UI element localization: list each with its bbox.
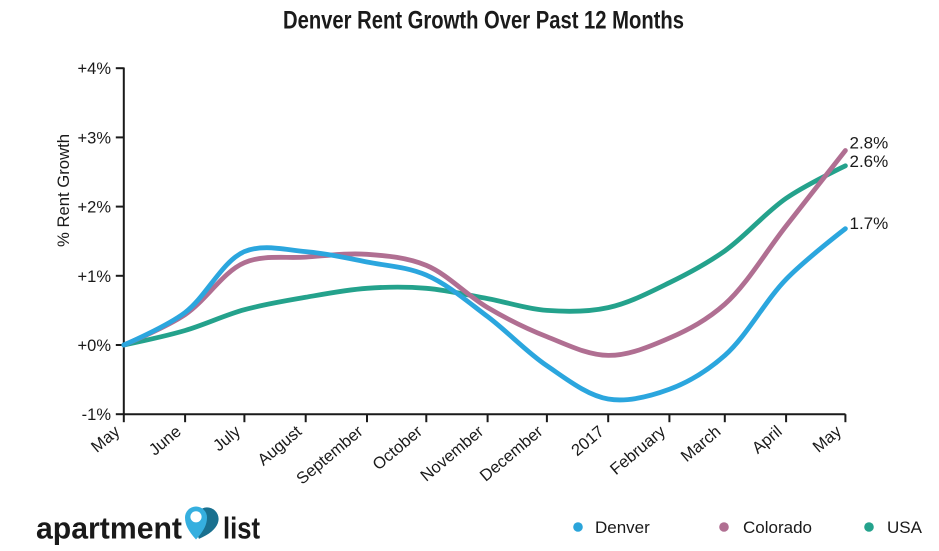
svg-text:apartment: apartment [36, 511, 182, 546]
svg-text:+2%: +2% [78, 199, 112, 217]
svg-text:Denver: Denver [595, 518, 650, 537]
svg-text:+4%: +4% [78, 60, 112, 78]
svg-text:% Rent Growth: % Rent Growth [54, 134, 73, 247]
svg-text:1.7%: 1.7% [850, 214, 889, 233]
svg-text:-1%: -1% [82, 406, 112, 424]
svg-text:+0%: +0% [78, 337, 112, 355]
svg-text:list: list [223, 511, 260, 546]
svg-text:USA: USA [887, 518, 923, 537]
svg-text:Denver Rent Growth Over Past 1: Denver Rent Growth Over Past 12 Months [283, 7, 684, 35]
svg-text:+1%: +1% [78, 268, 112, 286]
svg-text:Colorado: Colorado [743, 518, 812, 537]
svg-text:+3%: +3% [78, 129, 112, 147]
svg-text:2.8%: 2.8% [850, 134, 889, 153]
svg-text:2.6%: 2.6% [850, 152, 889, 171]
